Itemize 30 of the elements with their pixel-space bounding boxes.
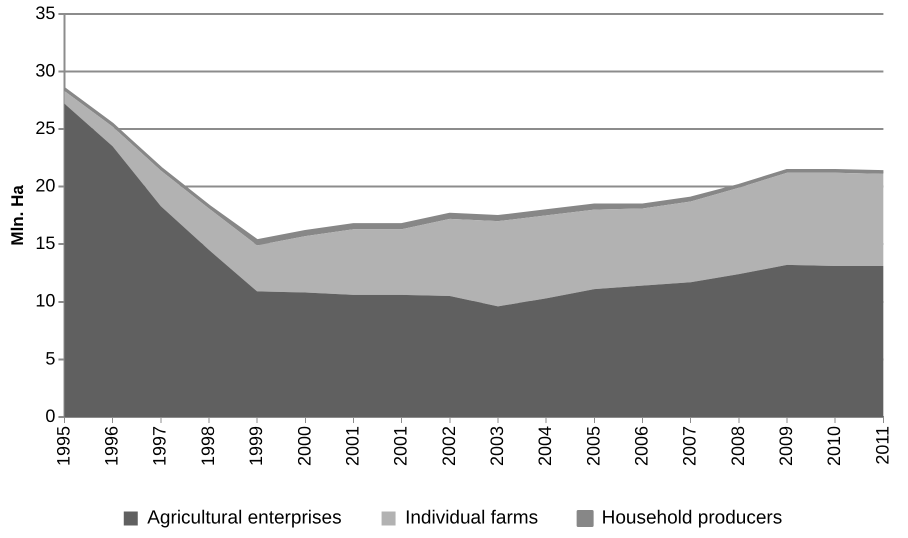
y-tick-label: 5 <box>45 348 56 368</box>
x-tick-label: 2000 <box>294 426 314 466</box>
x-tick-label: 2002 <box>438 426 459 466</box>
legend-label: Agricultural enterprises <box>147 508 342 529</box>
x-tick-label: 2001 <box>390 426 411 466</box>
x-tick-label: 2003 <box>486 426 507 466</box>
x-tick-label: 2001 <box>342 426 362 466</box>
y-tick-label: 25 <box>35 118 56 138</box>
x-tick-label: 2006 <box>631 426 652 466</box>
x-tick-label: 1998 <box>198 426 218 466</box>
y-tick-label: 30 <box>35 60 56 80</box>
x-tick-label: 1995 <box>53 426 74 466</box>
x-tick-label: 1997 <box>150 426 170 466</box>
legend-label: Individual farms <box>405 508 538 529</box>
y-tick-label: 10 <box>35 290 56 311</box>
y-tick-label: 15 <box>35 233 56 254</box>
y-tick-label: 35 <box>35 2 56 23</box>
x-tick-label: 2005 <box>583 426 604 466</box>
x-tick-label: 1999 <box>246 426 266 466</box>
x-tick-label: 1996 <box>102 426 122 466</box>
x-tick-label: 2007 <box>680 426 700 466</box>
y-tick-label: 0 <box>45 406 56 426</box>
legend-label: Household producers <box>602 508 782 529</box>
x-tick-label: 2004 <box>535 426 556 466</box>
x-tick-label: 2008 <box>728 426 748 466</box>
y-tick-label: 20 <box>35 176 56 196</box>
y-axis-title: Mln. Ha <box>8 184 27 246</box>
x-tick-label: 2009 <box>776 426 796 466</box>
x-tick-label: 2011 <box>872 426 892 465</box>
x-tick-label: 2010 <box>824 426 844 466</box>
